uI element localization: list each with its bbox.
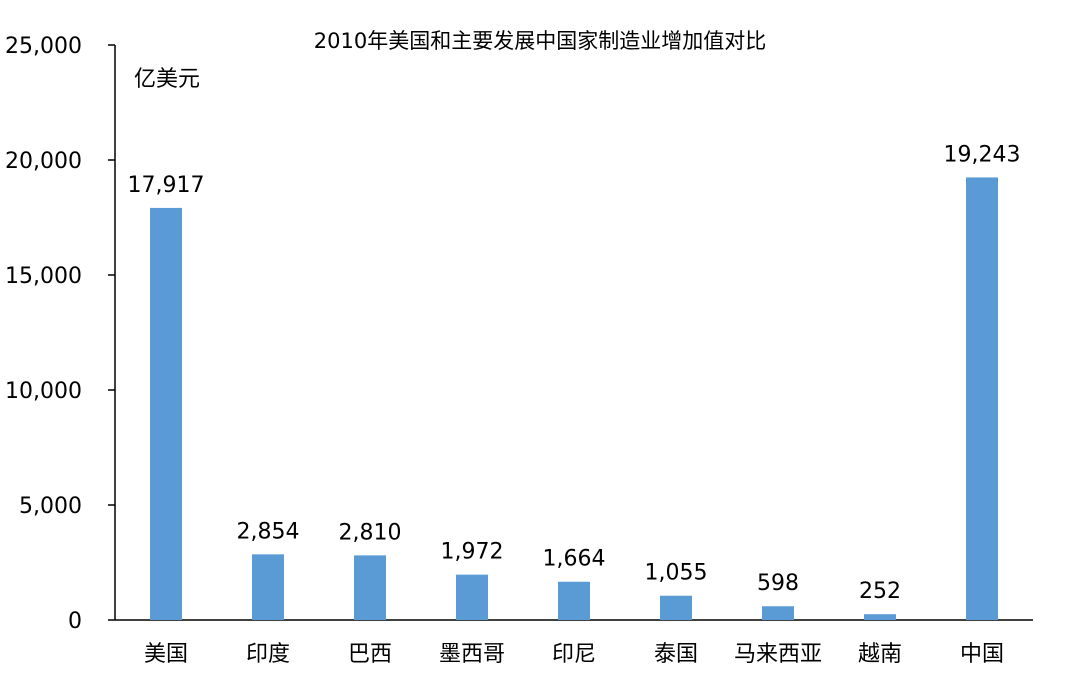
bar <box>252 554 284 620</box>
bar <box>558 581 590 620</box>
category-label: 巴西 <box>348 642 392 667</box>
data-labels: 17,917 2,854 2,810 1,972 1,664 1,055 598 252 19,… <box>128 142 1021 604</box>
category-label: 墨西哥 <box>439 642 505 667</box>
category-label: 美国 <box>144 642 188 667</box>
category-label: 中国 <box>960 642 1004 667</box>
bar <box>762 606 794 620</box>
data-label: 19,243 <box>944 142 1021 167</box>
category-label: 印度 <box>246 642 290 667</box>
data-label: 1,664 <box>543 547 606 572</box>
y-axis-unit-label: 亿美元 <box>134 67 200 92</box>
bar <box>966 177 998 620</box>
category-label: 越南 <box>858 642 902 667</box>
chart-title: 2010年美国和主要发展中国家制造业增加值对比 <box>314 29 766 53</box>
bar-series <box>150 177 998 620</box>
y-tick-label: 25,000 <box>5 34 82 59</box>
y-tick-label: 5,000 <box>19 494 82 519</box>
category-label: 泰国 <box>654 642 698 667</box>
data-label: 2,854 <box>237 519 300 544</box>
data-label: 1,055 <box>645 561 708 586</box>
category-labels: 美国 印度 巴西 墨西哥 印尼 泰国 马来西亚 越南 中国 <box>144 642 1004 667</box>
data-label: 2,810 <box>339 520 402 545</box>
data-label: 17,917 <box>128 173 205 198</box>
data-label: 598 <box>757 571 799 596</box>
bar <box>864 614 896 620</box>
bar <box>660 595 692 620</box>
category-label: 马来西亚 <box>734 642 822 667</box>
y-tick-label: 0 <box>68 609 82 634</box>
category-label: 印尼 <box>552 642 596 667</box>
y-axis: 0 5,000 10,000 15,000 20,000 25,000 <box>5 34 116 634</box>
y-tick-label: 20,000 <box>5 149 82 174</box>
data-label: 252 <box>859 579 901 604</box>
data-label: 1,972 <box>441 540 504 565</box>
bar <box>150 207 182 620</box>
bar <box>354 555 386 620</box>
bar <box>456 574 488 620</box>
y-tick-label: 10,000 <box>5 379 82 404</box>
y-tick-label: 15,000 <box>5 264 82 289</box>
